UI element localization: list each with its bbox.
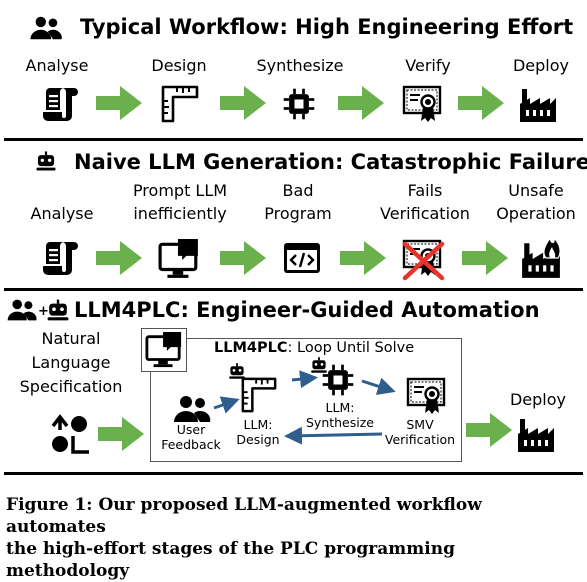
step-label-verify: Verify bbox=[405, 56, 451, 75]
loop-title-rest: : Loop Until Solve bbox=[287, 340, 415, 356]
spec-line: Natural bbox=[41, 329, 101, 348]
node-label-user-feedback: User Feedback bbox=[152, 422, 230, 452]
factory-icon bbox=[516, 414, 556, 454]
node-label-line2: Verification bbox=[384, 432, 456, 447]
users-robot-icon: + bbox=[6, 298, 72, 324]
step-label-line2: Program bbox=[264, 204, 332, 223]
certificate-icon bbox=[402, 84, 442, 124]
node-label-llm-design: LLM: Design bbox=[228, 417, 288, 447]
step-label-design: Design bbox=[151, 56, 207, 75]
node-label-line1: User bbox=[176, 422, 206, 437]
node-label-line2: Synthesize bbox=[305, 415, 374, 430]
step-label-line1: Fails bbox=[407, 181, 443, 200]
fire-factory-icon bbox=[516, 228, 566, 280]
section-typical-workflow: Typical Workflow: High Engineering Effor… bbox=[0, 0, 587, 142]
deploy-label: Deploy bbox=[509, 390, 567, 409]
node-label-llm-synthesize: LLM: Synthesize bbox=[300, 400, 380, 430]
node-label-line1: LLM: bbox=[325, 400, 355, 415]
section-title-llm4plc: LLM4PLC: Engineer-Guided Automation bbox=[74, 298, 540, 322]
step-label-line1: Unsafe bbox=[508, 181, 564, 200]
arrow-right bbox=[96, 241, 142, 275]
arrow-right bbox=[220, 86, 266, 120]
monitor-chat-icon-box bbox=[141, 328, 187, 372]
section-title-naive: Naive LLM Generation: Catastrophic Failu… bbox=[74, 150, 587, 174]
node-label-smv-verification: SMV Verification bbox=[380, 417, 460, 447]
chip-icon bbox=[281, 86, 317, 122]
step-label-bad-program: Bad Program bbox=[248, 181, 348, 223]
loop-arrows bbox=[213, 370, 396, 445]
robot-icon bbox=[35, 150, 57, 172]
step-label-prompt-llm: Prompt LLM inefficiently bbox=[120, 181, 240, 223]
caption-line: the high-effort stages of the PLC progra… bbox=[6, 539, 455, 581]
step-label-synthesize: Synthesize bbox=[256, 56, 344, 75]
node-label-line2: Feedback bbox=[161, 437, 221, 452]
step-label-fails-verification: Fails Verification bbox=[365, 181, 485, 223]
node-label-line1: LLM: bbox=[243, 417, 273, 432]
factory-icon bbox=[518, 84, 558, 124]
shapes-icon bbox=[50, 414, 90, 454]
caption-line: Figure 1: Our proposed LLM-augmented wor… bbox=[6, 495, 482, 537]
node-label-line2: Design bbox=[236, 432, 280, 447]
step-label-deploy: Deploy bbox=[512, 56, 570, 75]
section-naive-llm: Naive LLM Generation: Catastrophic Failu… bbox=[0, 142, 587, 290]
scroll-icon bbox=[40, 238, 80, 278]
section-divider bbox=[4, 472, 583, 475]
spec-line: Specification bbox=[19, 377, 123, 396]
loop-title: LLM4PLC: Loop Until Solve bbox=[214, 340, 414, 356]
arrow-right bbox=[96, 86, 142, 120]
node-label-line1: SMV bbox=[406, 417, 434, 432]
arrow-right bbox=[462, 241, 508, 275]
step-label-line2: Operation bbox=[496, 204, 576, 223]
loop-title-bold: LLM4PLC bbox=[214, 340, 288, 356]
arrow-right bbox=[338, 86, 384, 120]
arrow-right bbox=[340, 241, 386, 275]
step-label-line2: inefficiently bbox=[133, 204, 227, 223]
arrow-right bbox=[466, 413, 512, 447]
figure-caption: Figure 1: Our proposed LLM-augmented wor… bbox=[6, 494, 584, 582]
section-divider bbox=[4, 138, 583, 141]
step-label-line1 bbox=[12, 181, 112, 200]
step-label-line1: Bad bbox=[282, 181, 314, 200]
step-label-unsafe-operation: Unsafe Operation bbox=[486, 181, 586, 223]
users-icon bbox=[28, 15, 64, 41]
step-label-line2: Analyse bbox=[30, 204, 94, 223]
arrow-right bbox=[458, 86, 504, 120]
section-llm4plc: + LLM4PLC: Engineer-Guided Automation Na… bbox=[0, 290, 587, 474]
step-label-line2: Verification bbox=[380, 204, 470, 223]
arrow-right bbox=[220, 241, 266, 275]
code-window-icon bbox=[282, 238, 322, 278]
arrow-right bbox=[98, 417, 144, 451]
step-label-analyse: Analyse bbox=[25, 56, 89, 75]
section-title-typical: Typical Workflow: High Engineering Effor… bbox=[80, 15, 574, 39]
section-divider bbox=[4, 288, 583, 291]
spec-line: Language bbox=[31, 353, 111, 372]
scroll-icon bbox=[40, 84, 80, 124]
step-label-analyse-2: Analyse bbox=[12, 181, 112, 223]
spec-label: Natural Language Specification bbox=[6, 327, 136, 399]
step-label-line1: Prompt LLM bbox=[132, 181, 228, 200]
failed-certificate-icon bbox=[402, 238, 446, 282]
monitor-chat-icon bbox=[158, 238, 200, 280]
svg-text:+: + bbox=[38, 304, 49, 319]
ruler-icon bbox=[160, 84, 200, 124]
